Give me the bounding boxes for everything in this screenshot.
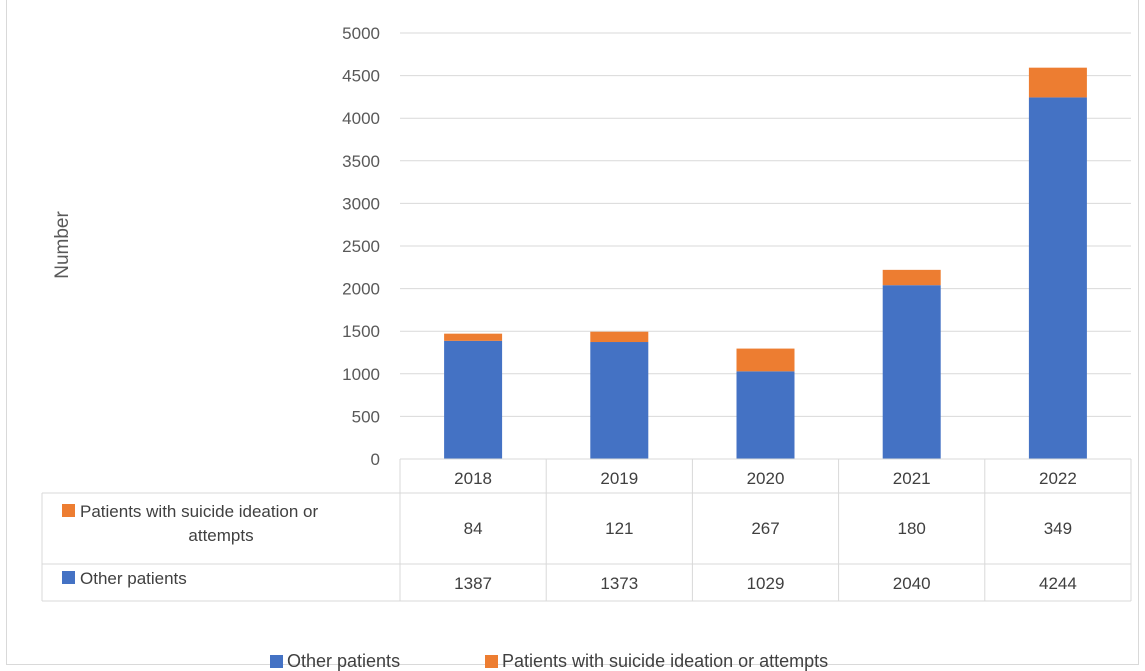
table-cell-value: 1373 (600, 574, 638, 593)
x-tick-label: 2020 (747, 469, 785, 488)
x-tick-label: 2022 (1039, 469, 1077, 488)
bar-suicide-ideation-2018 (444, 333, 503, 341)
table-row-label: attempts (188, 526, 253, 545)
bar-suicide-ideation-2021 (882, 269, 941, 286)
y-tick-label: 3500 (342, 152, 380, 171)
bar-other-patients-2018 (444, 340, 503, 459)
table-legend-key (62, 504, 75, 517)
y-axis-ticks: 0 500 1000 1500 2000 2500 3000 3500 4000 4500 5000 (342, 24, 380, 469)
y-tick-label: 3000 (342, 194, 380, 213)
chart-frame (6, 0, 1139, 665)
x-tick-label: 2021 (893, 469, 931, 488)
bar-other-patients-2021 (882, 285, 941, 459)
data-table: 2018 2019 2020 2021 2022 Patients with suicid… (41, 458, 1132, 602)
bar-suicide-ideation-2022 (1028, 67, 1087, 98)
y-tick-label: 0 (371, 450, 380, 469)
table-legend-key (62, 571, 75, 584)
table-cell-value: 1387 (454, 574, 492, 593)
y-tick-label: 2500 (342, 237, 380, 256)
legend: Other patients Patients with suicide idea… (270, 651, 828, 671)
y-tick-label: 1500 (342, 322, 380, 341)
legend-label: Other patients (287, 651, 400, 671)
table-cell-value: 2040 (893, 574, 931, 593)
table-cell-value: 4244 (1039, 574, 1077, 593)
table-row-label: Other patients (80, 569, 187, 588)
x-tick-label: 2018 (454, 469, 492, 488)
y-tick-label: 1000 (342, 365, 380, 384)
bar-other-patients-2022 (1028, 97, 1087, 460)
table-cell-value: 1029 (747, 574, 785, 593)
x-tick-label: 2019 (600, 469, 638, 488)
bar-suicide-ideation-2019 (590, 331, 649, 343)
legend-label: Patients with suicide ideation or attemp… (502, 651, 828, 671)
legend-swatch (270, 655, 283, 668)
y-tick-label: 5000 (342, 24, 380, 43)
y-axis-label: Number (52, 211, 73, 279)
bar-other-patients-2020 (736, 371, 795, 459)
legend-swatch (485, 655, 498, 668)
y-tick-label: 4000 (342, 109, 380, 128)
table-cell-value: 349 (1044, 519, 1072, 538)
bars (444, 67, 1087, 460)
table-cell-value: 180 (898, 519, 926, 538)
y-tick-label: 4500 (342, 67, 380, 86)
y-tick-label: 500 (352, 407, 380, 426)
table-cell-value: 267 (751, 519, 779, 538)
gridlines (400, 32, 1131, 417)
y-tick-label: 2000 (342, 280, 380, 299)
bar-suicide-ideation-2020 (736, 348, 795, 372)
table-row-label: Patients with suicide ideation or (80, 502, 318, 521)
table-cell-value: 121 (605, 519, 633, 538)
table-cell-value: 84 (464, 519, 483, 538)
bar-other-patients-2019 (590, 342, 649, 459)
